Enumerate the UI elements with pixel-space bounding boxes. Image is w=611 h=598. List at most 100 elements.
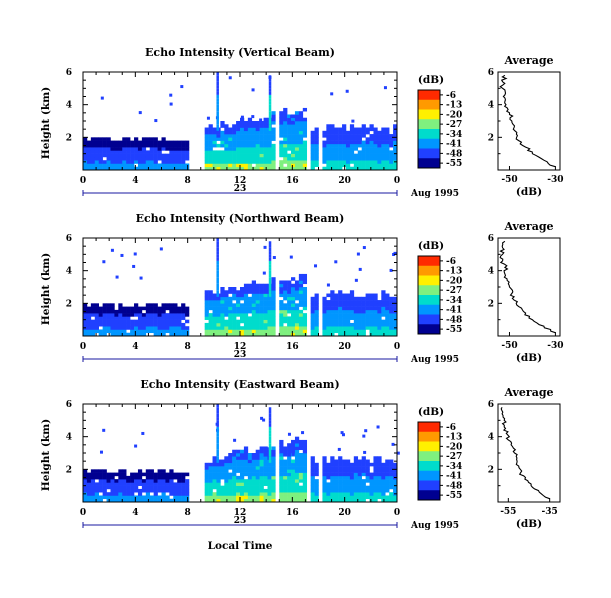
heatmap-cell [349, 469, 355, 473]
heatmap-cell [279, 453, 284, 457]
heatmap-cell [294, 137, 300, 141]
heatmap-cell [322, 456, 327, 460]
heatmap-cell [145, 495, 151, 500]
heatmap-cell [216, 88, 219, 92]
heatmap-cell [255, 300, 260, 304]
heatmap-cell [208, 143, 213, 148]
heatmap-cell [356, 252, 360, 256]
heatmap-cell [287, 446, 292, 451]
heatmap-cell [322, 485, 327, 490]
heatmap-cell [349, 326, 355, 330]
heatmap-cell [161, 322, 166, 327]
heatmap-cell [216, 166, 221, 171]
heatmap-cell [389, 134, 394, 138]
heatmap-cell [365, 296, 370, 301]
heatmap-cell [267, 147, 272, 151]
heatmap-cell [251, 140, 256, 145]
heatmap-cell [216, 72, 219, 76]
heatmap-cell [181, 326, 186, 330]
heatmap-cell [86, 140, 92, 145]
heatmap-cell [353, 472, 359, 477]
heatmap-cell [287, 453, 292, 457]
heatmap-cell [86, 153, 92, 158]
heatmap-cell [349, 488, 355, 493]
heatmap-cell [268, 273, 272, 278]
heatmap-cell [208, 156, 213, 161]
heatmap-cell [94, 495, 99, 500]
colorbar-level-label: -41 [446, 306, 462, 316]
heatmap-cell [240, 130, 245, 135]
heatmap-cell [208, 153, 213, 158]
heatmap-cell [255, 453, 260, 457]
heatmap-cell [255, 313, 260, 317]
heatmap-cell [340, 431, 344, 435]
heatmap-cell [294, 124, 300, 128]
heatmap-cell [353, 475, 359, 480]
heatmap-cell [302, 319, 308, 324]
heatmap-cell [224, 143, 229, 148]
heatmap-cell [326, 166, 331, 171]
heatmap-cell [259, 492, 264, 496]
heatmap-cell [283, 114, 288, 119]
heatmap-cell [385, 156, 390, 161]
heatmap-cell [322, 488, 327, 493]
heatmap-cell [373, 329, 378, 334]
heatmap-cell [90, 495, 96, 500]
heatmap-cell [268, 91, 272, 95]
heatmap-cell [369, 147, 374, 151]
heatmap-cell [259, 456, 264, 460]
heatmap-cell [149, 153, 154, 158]
heatmap-cell [224, 459, 229, 464]
heatmap-cell [338, 485, 343, 490]
heatmap-cell [224, 309, 229, 314]
heatmap-cell [86, 313, 92, 317]
heatmap-cell [334, 166, 339, 171]
heatmap-cell [279, 153, 284, 158]
heatmap-cell [338, 469, 343, 473]
heatmap-cell [353, 488, 359, 493]
heatmap-cell [287, 466, 292, 470]
heatmap-cell [130, 306, 135, 311]
heatmap-cell [255, 163, 260, 168]
heatmap-cell [90, 492, 96, 496]
heatmap-cell [263, 475, 268, 480]
heatmap-cell [345, 306, 351, 311]
heatmap-cell [357, 479, 362, 483]
heatmap-cell [385, 163, 390, 168]
heatmap-cell [224, 127, 229, 132]
heatmap-cell [271, 130, 276, 135]
heatmap-cell [369, 498, 374, 503]
heatmap-cell [243, 130, 249, 135]
heatmap-cell [302, 332, 308, 337]
heatmap-cell [393, 313, 398, 317]
heatmap-cell [236, 143, 241, 148]
heatmap-cell [181, 143, 186, 148]
heatmap-cell [251, 290, 256, 294]
heatmap-cell [240, 329, 245, 334]
heatmap-cell [122, 498, 127, 503]
heatmap-cell [173, 309, 178, 314]
heatmap-cell [389, 316, 394, 320]
heatmap-cell [232, 309, 237, 314]
heatmap-cell [177, 475, 182, 480]
heatmap-cell [228, 485, 233, 490]
heatmap-cell [353, 456, 359, 460]
date-label: Aug 1995 [410, 521, 459, 531]
heatmap-cell [322, 316, 327, 320]
heatmap-cell [243, 140, 249, 145]
heatmap-cell [110, 313, 115, 317]
heatmap-cell [240, 319, 245, 324]
heatmap-cell [259, 166, 264, 171]
heatmap-cell [268, 260, 272, 265]
heatmap-cell [240, 332, 245, 337]
heatmap-cell [216, 75, 219, 79]
heatmap-cell [102, 143, 107, 148]
heatmap-cell [268, 88, 272, 92]
heatmap-cell [173, 319, 178, 324]
heatmap-cell [137, 160, 143, 164]
heatmap-cell [342, 475, 347, 480]
heatmap-cell [236, 309, 241, 314]
heatmap-cell [365, 153, 370, 158]
heatmap-cell [169, 303, 174, 307]
heatmap-cell [283, 160, 288, 164]
